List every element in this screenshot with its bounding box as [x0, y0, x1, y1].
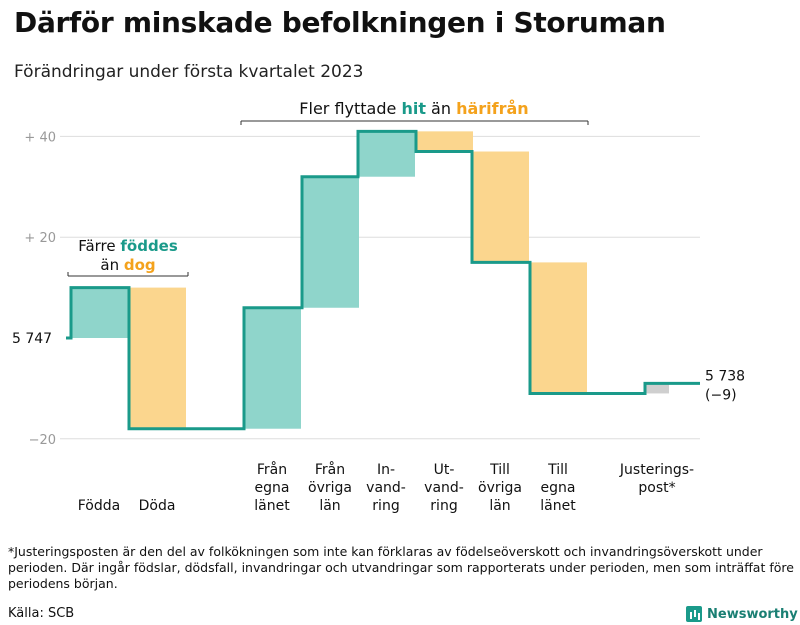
category-label: län — [319, 498, 340, 514]
waterfall-bar — [302, 176, 359, 308]
category-label: Från — [257, 461, 287, 478]
category-label: län — [489, 498, 510, 514]
end-value-label: 5 738 — [705, 368, 745, 384]
category-label: länet — [540, 498, 576, 514]
category-label: vand- — [424, 480, 464, 496]
waterfall-bar — [71, 287, 128, 338]
category-label: vand- — [366, 480, 406, 496]
category-label: Döda — [139, 498, 176, 514]
category-label: Från — [315, 461, 345, 478]
waterfall-bar — [472, 151, 529, 263]
category-label: In- — [377, 462, 395, 478]
waterfall-bar — [244, 307, 301, 429]
category-label: post* — [638, 480, 675, 496]
logo-text: Newsworthy — [707, 606, 798, 622]
y-tick-label: + 20 — [24, 231, 56, 246]
waterfall-bar — [530, 262, 587, 394]
waterfall-bar — [358, 131, 415, 177]
cumulative-line — [66, 129, 700, 431]
category-label: Till — [489, 462, 510, 478]
footnote: *Justeringsposten är den del av folkökni… — [8, 544, 794, 591]
end-change-label: (−9) — [705, 387, 737, 403]
category-label: Ut- — [434, 462, 455, 478]
waterfall-bar — [129, 287, 186, 429]
y-tick-label: −20 — [29, 433, 56, 448]
category-label: Till — [547, 462, 568, 478]
category-label: Födda — [78, 498, 120, 514]
category-label: ring — [430, 498, 457, 514]
annotation-migration: Fler flyttade hit än härifrån — [299, 99, 528, 118]
category-label: ring — [372, 498, 399, 514]
category-label: Justerings- — [619, 462, 694, 478]
chart-subtitle: Förändringar under första kvartalet 2023 — [14, 62, 364, 82]
category-label: länet — [254, 498, 290, 514]
annotation-births-deaths: än dog — [100, 256, 155, 274]
waterfall-chart: + 40 + 20 −20 5 747 5 738 (−9) Födda Döda Från eg… — [12, 99, 745, 514]
category-label: övriga — [478, 480, 522, 496]
chart-title: Därför minskade befolkningen i Storuman — [14, 6, 666, 39]
waterfall-bar — [416, 131, 473, 152]
source-note: Källa: SCB — [8, 606, 75, 621]
y-tick-label: + 40 — [24, 130, 56, 145]
annotation-births-deaths: Färre föddes — [78, 237, 178, 255]
newsworthy-logo: Newsworthy — [686, 604, 798, 624]
category-label: övriga — [308, 480, 352, 496]
bar-chart-icon — [686, 606, 702, 622]
category-label: egna — [255, 480, 290, 496]
waterfall-bar — [645, 383, 669, 394]
category-label: egna — [541, 480, 576, 496]
start-value-label: 5 747 — [12, 331, 52, 347]
